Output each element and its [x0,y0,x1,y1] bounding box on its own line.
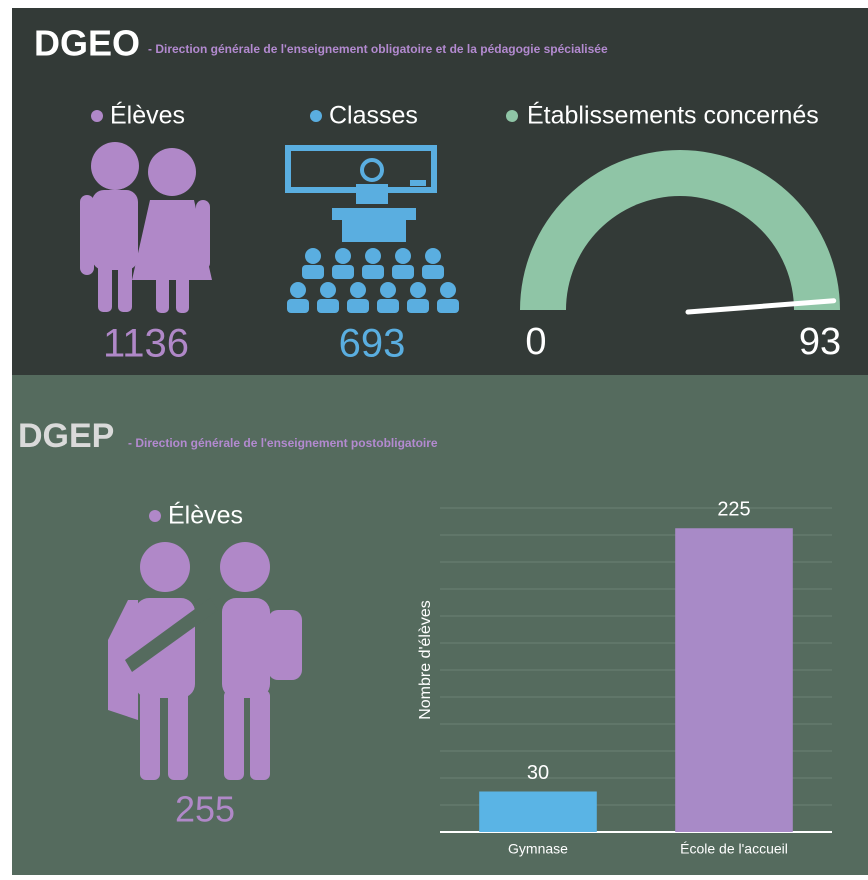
classes-label: Classes [329,102,418,130]
dgep-eleves-label: Élèves [168,501,243,530]
data-label: 30 [527,762,549,784]
dgep-subtitle: - Direction générale de l'enseignement p… [128,436,438,450]
gauge-arc [520,150,840,310]
x-tick-label: École de l'accueil [680,841,788,857]
dgep-eleves-value: 255 [175,789,235,830]
bar-chart: 30 Gymnase 225 École de l'accueil [440,499,832,857]
gauge-min: 0 [525,321,546,363]
pupils-icon [108,542,302,780]
gauge-max: 93 [799,321,841,363]
dgep-title: DGEP [18,417,114,455]
pupils-icon [80,142,212,313]
eleves-value: 1136 [103,322,189,366]
legend-dot [506,110,518,122]
dgeo-title: DGEO [34,23,140,64]
gauge-needle [685,298,837,315]
y-axis-label: Nombre d'élèves [417,600,434,720]
classroom-icon [285,145,459,313]
data-label: 225 [717,499,750,521]
bar [479,791,597,832]
gauge-label: Établissements concernés [527,101,819,130]
eleves-label: Élèves [110,101,185,130]
classes-value: 693 [339,322,406,366]
x-tick-label: Gymnase [508,841,568,857]
bar [675,528,793,832]
gauge [520,150,840,315]
dgeo-subtitle: - Direction générale de l'enseignement o… [148,42,608,56]
legend-dot [91,110,103,122]
legend-dot [149,510,161,522]
legend-dot [310,110,322,122]
